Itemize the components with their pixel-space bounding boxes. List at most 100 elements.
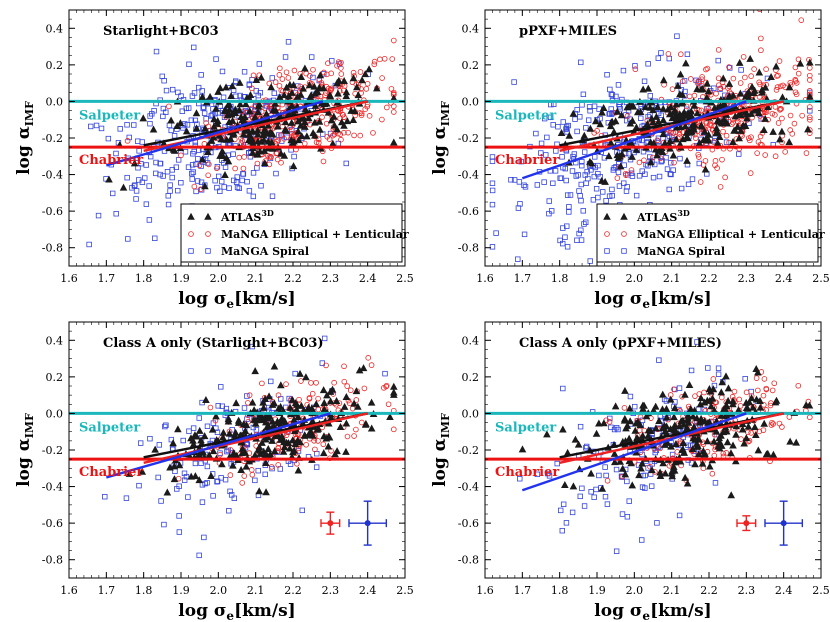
data-point [337,118,346,126]
data-point [163,422,169,428]
data-point [638,115,644,121]
data-point [522,184,529,190]
data-point [792,64,799,71]
y-tick-label: -0.4 [42,481,63,494]
data-point [621,386,629,394]
data-point [587,258,593,264]
data-point [301,105,310,113]
data-point [621,470,630,478]
data-point [747,170,754,176]
data-point [738,436,744,442]
data-point [628,167,635,173]
data-point [732,430,740,438]
data-point [578,227,584,233]
x-tick-label: 1.7 [514,272,532,285]
data-point [296,369,304,377]
data-point [625,150,632,157]
data-point [685,181,692,188]
data-point [202,396,210,404]
data-point [591,173,597,180]
data-point [290,446,298,454]
data-point [610,449,619,457]
data-point [205,451,214,459]
data-point [260,159,269,167]
data-point [238,444,247,452]
data-point [641,78,648,84]
data-point [772,104,779,110]
data-point [786,437,794,445]
data-point [232,399,240,407]
data-point [343,160,349,167]
data-point [712,124,721,132]
data-point [214,184,220,191]
data-point [633,108,642,116]
data-point [670,413,678,421]
x-tick-label: 1.6 [60,272,78,285]
data-point [583,219,589,225]
data-point [271,90,277,96]
data-point [210,122,218,130]
data-point [379,116,385,123]
data-point [587,108,593,114]
data-point [779,424,785,430]
data-point [806,104,813,110]
data-point [579,485,585,492]
data-point [605,152,613,160]
data-point [521,231,528,238]
data-point [165,201,172,208]
data-point [580,131,589,139]
data-point [283,69,290,76]
y-tick-label: -0.8 [42,242,63,255]
error-bar [348,500,388,546]
data-point [676,140,684,148]
data-point [291,153,297,160]
data-point [262,435,270,443]
data-point [135,138,141,144]
data-point [619,511,626,517]
data-point [354,91,363,99]
data-point [291,67,298,74]
data-point [327,116,336,124]
data-point [244,178,250,185]
panel-title: Class A only (pPXF+MILES) [519,336,722,351]
data-point [175,187,181,194]
data-point [219,428,228,436]
data-point [249,85,255,92]
data-point [231,109,239,117]
data-point [663,154,669,161]
data-point [620,416,629,424]
data-point [564,223,570,229]
data-point [227,447,234,453]
data-point [573,173,579,179]
data-point [672,100,681,108]
data-point [595,162,601,169]
x-tick-label: 1.7 [98,584,116,597]
data-point [190,151,196,157]
data-point [313,464,320,470]
data-point [303,132,311,140]
data-point [590,197,597,203]
x-tick-label: 1.9 [588,584,606,597]
data-point [717,85,724,92]
data-point [699,136,708,144]
data-point [578,181,584,188]
data-point [692,393,698,399]
data-point [319,84,328,92]
x-tick-label: 2.3 [738,272,756,285]
y-tick-label: -0.6 [458,517,479,530]
data-point [196,552,202,559]
data-point [567,192,574,198]
data-point [179,108,186,114]
data-point [183,105,190,112]
data-point [729,138,737,146]
data-point [198,155,207,163]
data-point [189,440,198,448]
data-point [616,183,623,189]
data-point [778,106,784,112]
data-point [666,55,672,62]
data-point [215,173,222,180]
data-point [806,414,813,421]
data-point [186,428,192,434]
data-point [656,471,665,479]
data-point [639,168,645,174]
